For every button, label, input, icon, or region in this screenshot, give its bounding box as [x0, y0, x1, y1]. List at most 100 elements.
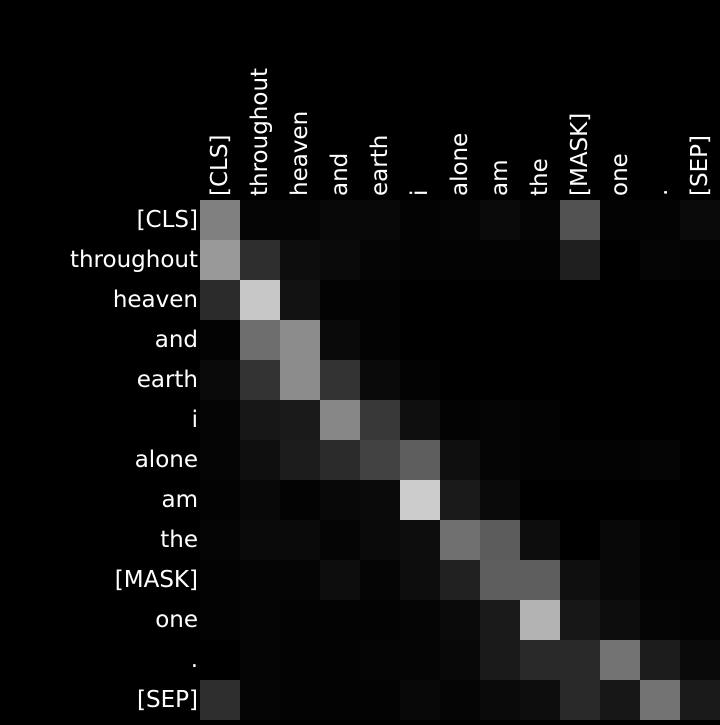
- heatmap-cell: [600, 280, 640, 320]
- heatmap-cell: [320, 440, 360, 480]
- heatmap-cell: [680, 480, 720, 520]
- x-tick-label: throughout: [247, 68, 273, 196]
- heatmap-cell: [560, 680, 600, 720]
- heatmap-cell: [440, 200, 480, 240]
- heatmap-cell: [680, 600, 720, 640]
- heatmap-cell: [440, 400, 480, 440]
- heatmap-cell: [440, 640, 480, 680]
- heatmap-cell: [240, 600, 280, 640]
- heatmap-cell: [560, 600, 600, 640]
- heatmap-cell: [240, 640, 280, 680]
- heatmap-cell: [200, 200, 240, 240]
- heatmap-cell: [360, 360, 400, 400]
- heatmap-cell: [520, 360, 560, 400]
- heatmap-cell: [200, 440, 240, 480]
- heatmap-cell: [560, 520, 600, 560]
- heatmap-cell: [560, 640, 600, 680]
- heatmap-cell: [240, 680, 280, 720]
- heatmap-cell: [440, 280, 480, 320]
- x-tick-label: earth: [367, 135, 393, 196]
- x-tick-label: heaven: [287, 111, 313, 196]
- heatmap-cell: [360, 600, 400, 640]
- heatmap-cell: [400, 400, 440, 440]
- heatmap-cell: [640, 560, 680, 600]
- heatmap-cell: [320, 320, 360, 360]
- heatmap-cell: [440, 240, 480, 280]
- heatmap-cell: [200, 240, 240, 280]
- heatmap-cell: [480, 400, 520, 440]
- y-tick-label: [SEP]: [137, 687, 198, 713]
- heatmap-cell: [680, 320, 720, 360]
- heatmap-cell: [640, 600, 680, 640]
- x-tick-label: am: [487, 160, 513, 197]
- y-tick-label: throughout: [70, 247, 198, 273]
- heatmap-cell: [680, 280, 720, 320]
- heatmap-cell: [400, 600, 440, 640]
- heatmap-cell: [280, 480, 320, 520]
- heatmap-cell: [320, 400, 360, 440]
- heatmap-cell: [520, 440, 560, 480]
- heatmap-cell: [560, 200, 600, 240]
- heatmap-cell: [360, 680, 400, 720]
- heatmap-cell: [480, 200, 520, 240]
- heatmap-cell: [640, 640, 680, 680]
- heatmap-cell: [200, 280, 240, 320]
- heatmap-cell: [200, 320, 240, 360]
- heatmap-cell: [600, 440, 640, 480]
- heatmap-cell: [280, 280, 320, 320]
- heatmap-cell: [240, 480, 280, 520]
- heatmap-cell: [400, 240, 440, 280]
- heatmap-cell: [360, 240, 400, 280]
- heatmap-cell: [600, 640, 640, 680]
- heatmap-cell: [680, 680, 720, 720]
- heatmap-cell: [560, 320, 600, 360]
- heatmap-cell: [240, 360, 280, 400]
- heatmap-cell: [400, 360, 440, 400]
- heatmap-cell: [480, 640, 520, 680]
- heatmap-cell: [640, 200, 680, 240]
- heatmap-cell: [400, 320, 440, 360]
- heatmap-cell: [680, 640, 720, 680]
- heatmap-cell: [200, 520, 240, 560]
- heatmap-cell: [440, 440, 480, 480]
- heatmap-cell: [600, 400, 640, 440]
- heatmap-cell: [280, 560, 320, 600]
- heatmap-cell: [520, 200, 560, 240]
- heatmap-cell: [440, 480, 480, 520]
- heatmap-cell: [680, 360, 720, 400]
- heatmap-cell: [600, 200, 640, 240]
- heatmap-cell: [560, 480, 600, 520]
- heatmap-cell: [320, 600, 360, 640]
- heatmap-cell: [320, 640, 360, 680]
- heatmap-cell: [280, 520, 320, 560]
- heatmap-cell: [200, 640, 240, 680]
- heatmap-cell: [400, 200, 440, 240]
- heatmap-cell: [520, 240, 560, 280]
- heatmap-cell: [600, 240, 640, 280]
- heatmap-cell: [640, 360, 680, 400]
- heatmap-cell: [360, 280, 400, 320]
- heatmap-cell: [200, 680, 240, 720]
- x-tick-label: .: [647, 189, 673, 196]
- heatmap-cell: [600, 320, 640, 360]
- heatmap-cell: [280, 680, 320, 720]
- x-tick-label: [CLS]: [207, 135, 233, 196]
- heatmap-cell: [600, 560, 640, 600]
- y-tick-label: alone: [135, 447, 198, 473]
- heatmap-cell: [480, 440, 520, 480]
- heatmap-cell: [240, 320, 280, 360]
- heatmap-cell: [280, 240, 320, 280]
- y-tick-label: the: [160, 527, 198, 553]
- heatmap-cell: [400, 520, 440, 560]
- heatmap-cell: [520, 400, 560, 440]
- heatmap-cell: [200, 400, 240, 440]
- heatmap-cell: [520, 280, 560, 320]
- heatmap-cell: [280, 200, 320, 240]
- heatmap-cell: [240, 560, 280, 600]
- heatmap-cell: [640, 680, 680, 720]
- heatmap-cell: [640, 320, 680, 360]
- x-tick-label: and: [327, 153, 353, 196]
- heatmap-cell: [560, 240, 600, 280]
- heatmap-cell: [360, 560, 400, 600]
